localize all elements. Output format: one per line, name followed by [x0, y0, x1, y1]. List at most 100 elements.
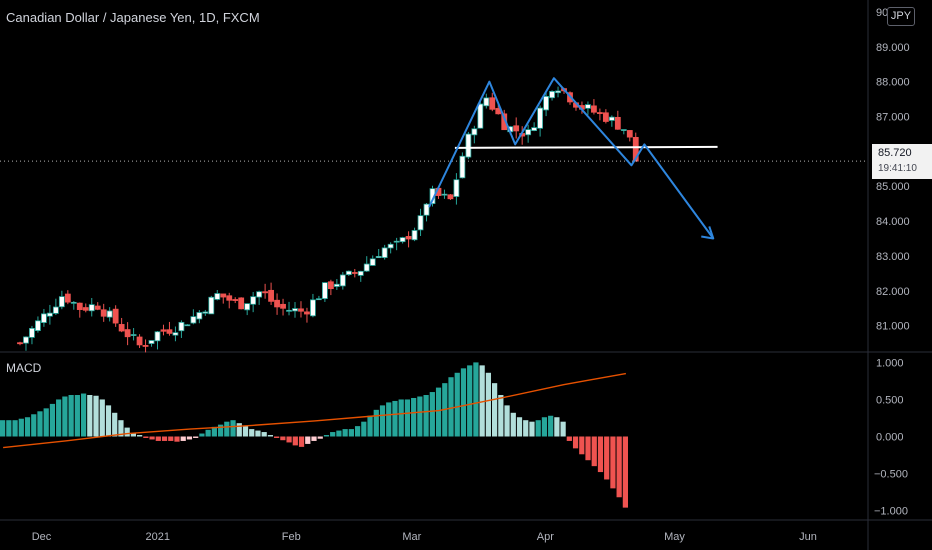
macd-bar [286, 436, 292, 443]
macd-bar [105, 405, 112, 437]
candle-up [184, 324, 191, 327]
macd-bar [193, 436, 199, 438]
candle-up [477, 103, 484, 129]
macd-bar [130, 433, 137, 437]
candle-up [148, 340, 155, 344]
macd-bar [354, 426, 361, 437]
candle-up [106, 310, 113, 318]
macd-bar [435, 387, 442, 437]
candle-down [160, 329, 167, 332]
macd-bar [398, 399, 404, 437]
price-tick-label: 83.000 [876, 251, 910, 263]
candle-up [465, 133, 472, 158]
macd-bar [31, 414, 37, 437]
macd-bar [460, 368, 467, 437]
candle-up [286, 309, 292, 312]
macd-bar [311, 436, 317, 441]
candle-up [399, 237, 406, 243]
macd-bar [261, 432, 267, 437]
double-top-pattern [428, 77, 715, 240]
macd-tick-label: −1.000 [874, 506, 908, 518]
candle-up [154, 331, 161, 342]
macd-bar [554, 417, 560, 437]
macd-bar [242, 426, 249, 437]
macd-bar [504, 405, 510, 437]
macd-bar [280, 436, 286, 441]
macd-bar [68, 395, 74, 437]
time-tick-label: Dec [32, 531, 52, 543]
macd-bar [622, 436, 628, 508]
macd-bar [491, 383, 498, 437]
macd-bar [168, 436, 174, 441]
macd-bar [485, 372, 491, 437]
macd-bar [610, 436, 616, 489]
candle-up [423, 203, 430, 216]
candle-down [17, 342, 23, 345]
macd-tick-label: 0.500 [876, 394, 904, 406]
macd-bar [585, 436, 591, 461]
macd-bar [74, 395, 80, 437]
macd-bar [510, 412, 516, 437]
macd-bar [174, 436, 180, 442]
macd-bar [566, 436, 572, 441]
candle-down [596, 112, 603, 114]
currency-badge[interactable]: JPY [887, 7, 915, 26]
price-tick-label: 88.000 [876, 77, 910, 89]
chart-title: Canadian Dollar / Japanese Yen, 1D, FXCM [6, 10, 260, 25]
macd-bar [498, 395, 504, 437]
macd-bar [423, 395, 429, 437]
price-tick-label: 81.000 [876, 321, 910, 333]
macd-bar [373, 409, 379, 437]
candle-down [232, 299, 239, 301]
macd-bar [572, 436, 579, 449]
macd-bar [535, 420, 541, 437]
time-tick-label: May [664, 531, 685, 543]
candle-down [591, 105, 597, 113]
macd-bar [199, 433, 205, 437]
macd-bar [479, 365, 485, 437]
macd-tick-label: −0.500 [874, 469, 908, 481]
candle-up [585, 104, 591, 109]
candle-up [453, 179, 460, 197]
macd-tick-label: 0.000 [876, 432, 904, 444]
candle-down [238, 297, 245, 310]
candle-up [441, 193, 448, 196]
candle-up [339, 274, 346, 287]
candle-down [76, 302, 83, 310]
macd-bar [124, 427, 130, 437]
candle-up [178, 321, 185, 332]
candle-up [555, 90, 561, 94]
macd-bar [411, 397, 417, 437]
candle-down [100, 309, 107, 317]
macd-bar [317, 436, 323, 439]
macd-bar [386, 402, 392, 437]
candle-down [298, 308, 304, 312]
macd-bar [454, 372, 460, 437]
candle-down [268, 289, 274, 302]
candle-down [82, 307, 89, 311]
macd-bar [604, 436, 610, 480]
last-price-tag: 85.720 19:41:10 [872, 144, 932, 179]
macd-bar [6, 420, 12, 437]
candle-up [381, 247, 388, 258]
macd-bar [137, 435, 143, 437]
macd-bar [523, 420, 529, 437]
macd-bar [18, 418, 24, 437]
candle-down [166, 329, 173, 334]
candle-up [531, 127, 538, 132]
macd-bar [579, 436, 585, 455]
candle-up [417, 215, 424, 231]
candle-down [447, 194, 454, 200]
macd-bar [429, 392, 435, 437]
time-tick-label: 2021 [146, 531, 170, 543]
candle-down [351, 272, 358, 274]
macd-bar [12, 420, 18, 437]
macd-bar [348, 429, 354, 437]
candles-group [17, 86, 639, 353]
candle-up [537, 107, 544, 129]
candle-down [304, 311, 310, 315]
macd-bar [211, 426, 217, 437]
time-tick-label: Mar [402, 531, 421, 543]
macd-bar [255, 430, 261, 437]
